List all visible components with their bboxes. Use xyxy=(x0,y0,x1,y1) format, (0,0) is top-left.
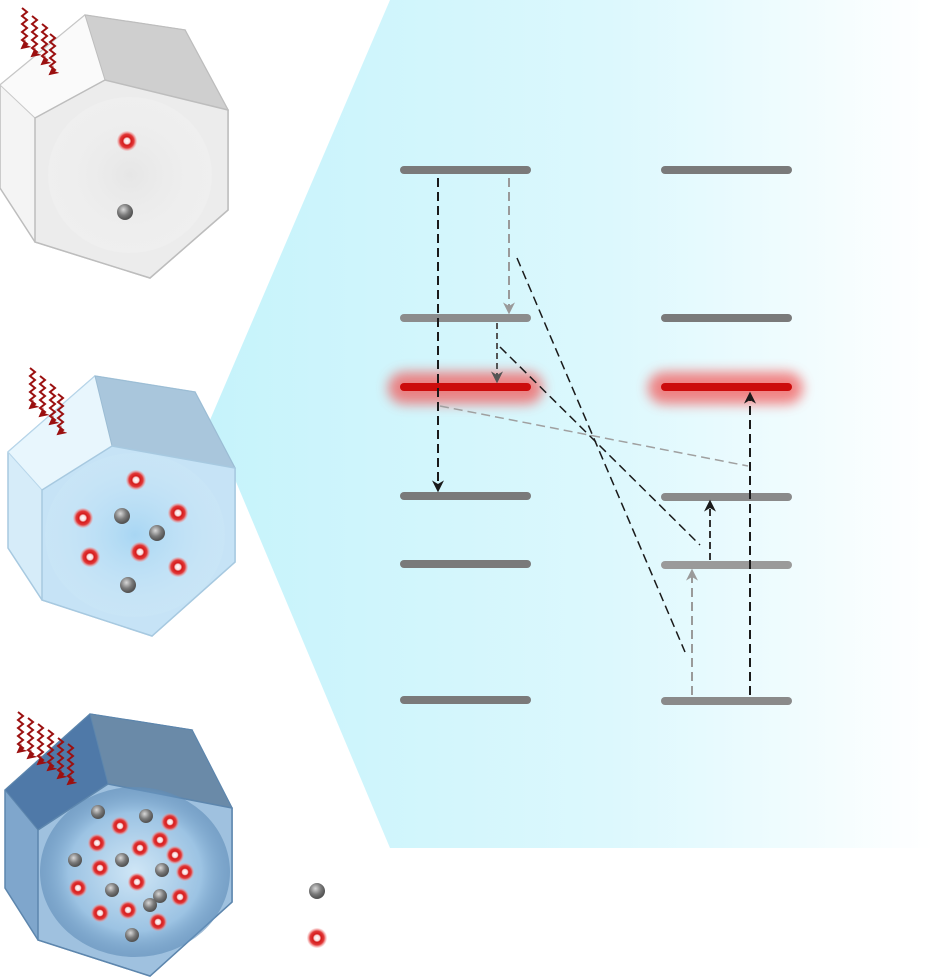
dopant-ion xyxy=(91,859,109,877)
dopant-ion xyxy=(161,813,179,831)
host-ion xyxy=(114,508,130,524)
host-ion xyxy=(139,809,153,823)
legend-host-ion xyxy=(309,883,325,899)
host-ion xyxy=(155,863,169,877)
host-ion xyxy=(120,577,136,593)
dopant-ion xyxy=(149,913,167,931)
dopant-ion xyxy=(80,547,100,567)
dopant-ion xyxy=(171,888,189,906)
dopant-ion xyxy=(151,831,169,849)
legend xyxy=(307,883,327,948)
right-column-levels xyxy=(661,166,792,705)
dopant-ion xyxy=(91,904,109,922)
host-ion xyxy=(143,898,157,912)
crystal-middle xyxy=(7,368,236,637)
dopant-ion xyxy=(176,863,194,881)
dopant-ion xyxy=(168,557,188,577)
legend-dopant-ion xyxy=(307,928,327,948)
transfer-line-2 xyxy=(499,346,701,546)
crystal-top-core xyxy=(48,97,212,253)
dopant-ion xyxy=(69,879,87,897)
dopant-ion xyxy=(88,834,106,852)
crystal-bottom-core xyxy=(40,787,230,957)
dopant-ion xyxy=(117,131,137,151)
host-ion xyxy=(117,204,133,220)
host-ion xyxy=(115,853,129,867)
host-ion xyxy=(125,928,139,942)
transfer-line-1 xyxy=(439,405,749,467)
dopant-ion xyxy=(130,542,150,562)
crystal-bottom xyxy=(4,712,233,977)
transfer-line-3 xyxy=(516,257,686,653)
dopant-ion xyxy=(128,873,146,891)
dopant-ion xyxy=(131,839,149,857)
host-ion xyxy=(68,853,82,867)
dopant-ion xyxy=(73,508,93,528)
host-ion xyxy=(149,525,165,541)
dopant-ion xyxy=(166,846,184,864)
energy-level-diagram xyxy=(388,166,803,705)
crystal-top xyxy=(0,8,229,279)
zoom-beam xyxy=(210,0,933,848)
dopant-ion xyxy=(111,817,129,835)
host-ion xyxy=(105,883,119,897)
host-ion xyxy=(91,805,105,819)
host-ion xyxy=(153,889,167,903)
dopant-ion xyxy=(168,503,188,523)
dopant-ion xyxy=(119,901,137,919)
dopant-ion xyxy=(126,470,146,490)
left-column-levels xyxy=(400,166,531,704)
